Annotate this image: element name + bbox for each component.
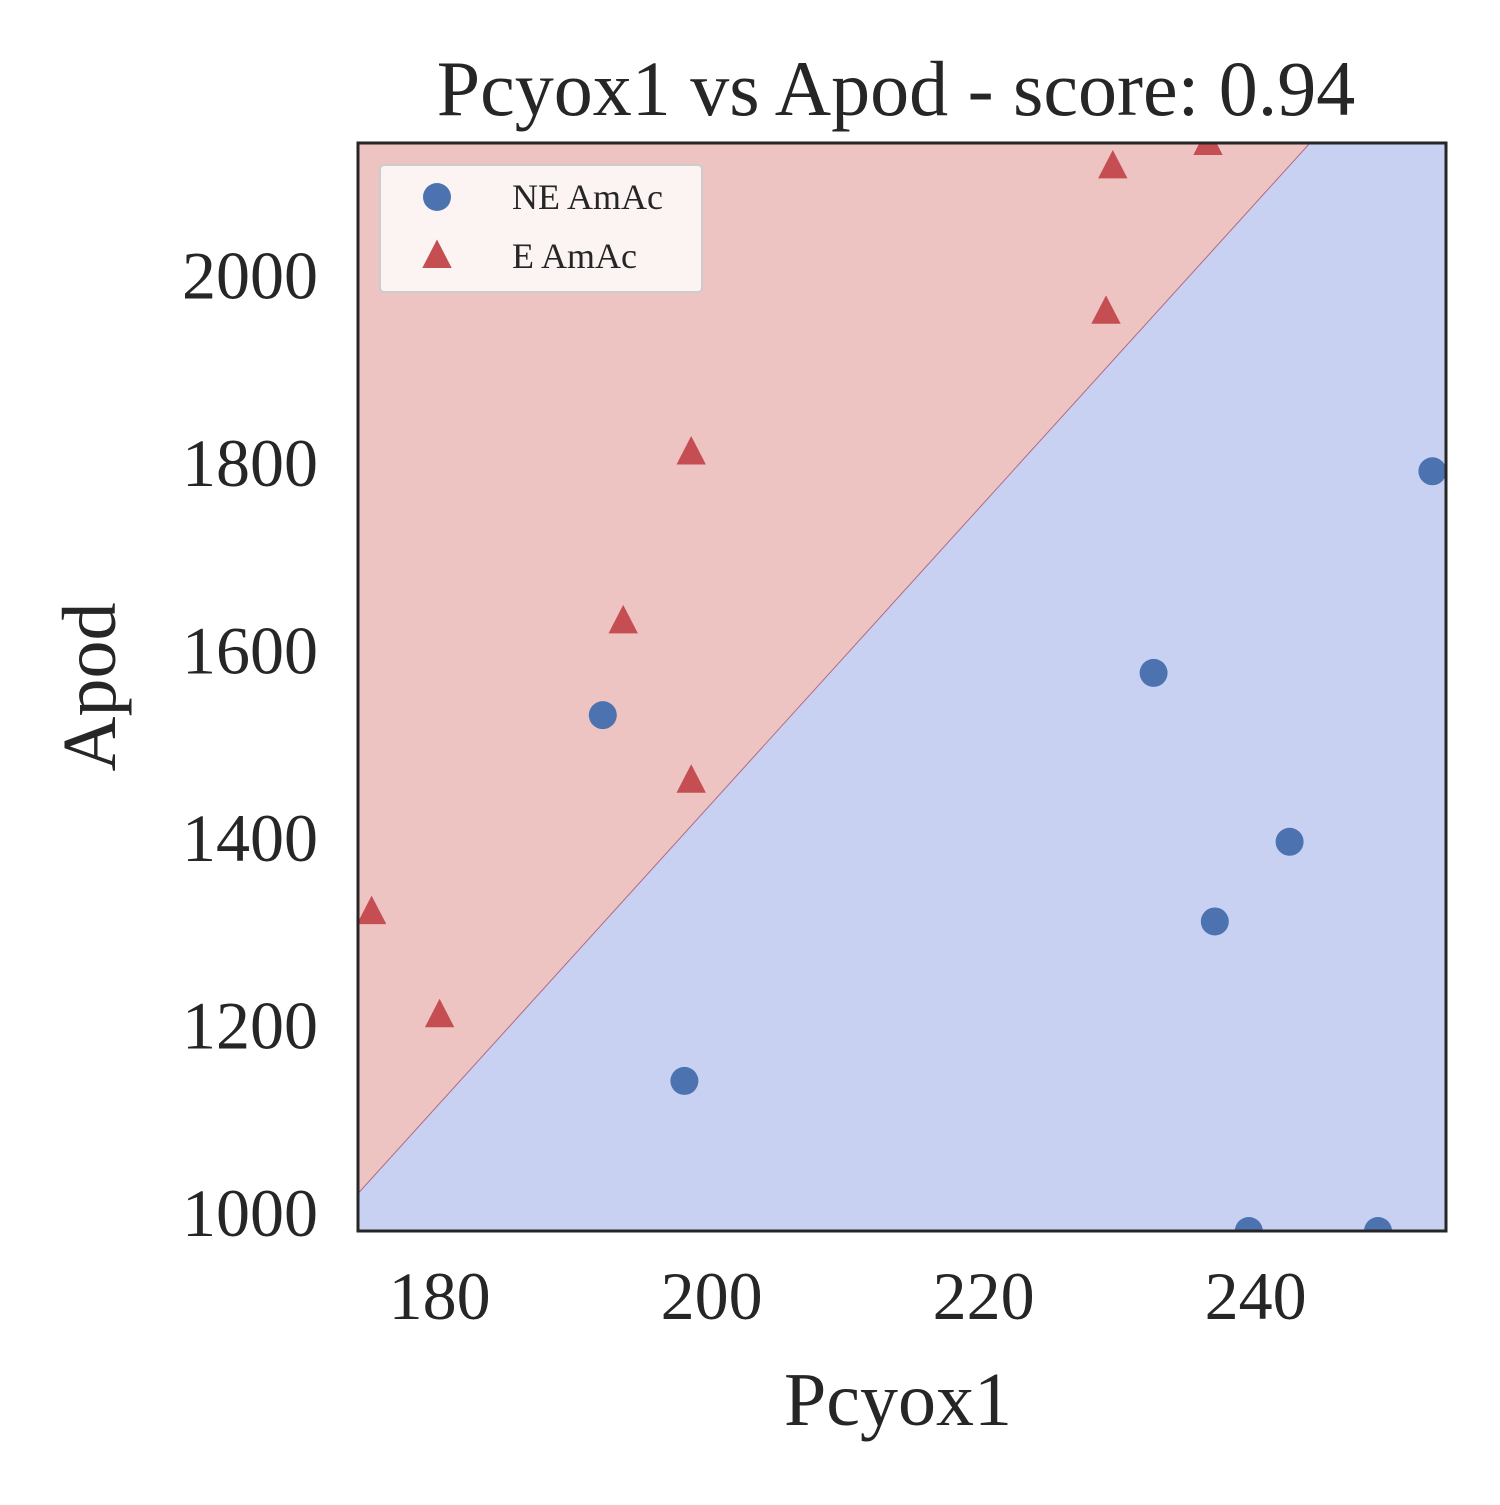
e-amac-point-5 <box>1091 295 1121 324</box>
region-ne-amac <box>358 143 1446 1231</box>
y-tick-label: 1400 <box>182 800 318 876</box>
legend-entry-label: NE AmAc <box>512 177 663 217</box>
y-tick-label: 1000 <box>182 1175 318 1251</box>
legend-marker-e-amac <box>422 239 452 268</box>
x-tick-label: 220 <box>933 1258 1035 1334</box>
decision-boundary-line <box>358 143 1311 1194</box>
e-amac-point-3 <box>676 764 706 793</box>
decision-regions <box>358 143 1446 1231</box>
ne-amac-point-7 <box>1418 457 1446 486</box>
x-tick-label: 240 <box>1205 1258 1307 1334</box>
data-points <box>358 143 1446 1231</box>
e-amac-point-0 <box>358 895 387 925</box>
legend-marker-ne-amac <box>423 183 451 211</box>
y-tick-label: 1600 <box>182 612 318 688</box>
ne-amac-point-5 <box>1234 1217 1263 1231</box>
e-amac-point-7 <box>1193 143 1223 155</box>
e-amac-point-6 <box>1098 149 1128 179</box>
legend-entry-label: E AmAc <box>512 236 637 276</box>
ne-amac-point-0 <box>588 701 617 730</box>
ne-amac-point-6 <box>1364 1217 1392 1231</box>
legend-box <box>379 164 703 293</box>
y-tick-label: 1800 <box>182 425 318 501</box>
axis-ticks: 180 200 220 240 1000 1200 1400 1600 1800 2000 <box>182 237 1307 1334</box>
region-e-amac <box>358 143 1446 1194</box>
ne-amac-point-4 <box>1275 827 1304 856</box>
x-tick-label: 180 <box>389 1258 491 1334</box>
ne-amac-point-3 <box>1200 907 1229 936</box>
y-axis-label: Apod <box>48 603 132 772</box>
e-amac-point-1 <box>424 998 455 1028</box>
legend: NE AmAc E AmAc <box>379 164 703 293</box>
y-tick-label: 1200 <box>182 988 318 1064</box>
x-tick-label: 200 <box>661 1258 763 1334</box>
chart-title: Pcyox1 vs Apod - score: 0.94 <box>437 45 1356 132</box>
x-axis-label: Pcyox1 <box>784 1358 1012 1442</box>
ne-amac-point-1 <box>670 1066 699 1095</box>
e-amac-point-2 <box>608 604 638 634</box>
ne-amac-point-2 <box>1139 658 1168 687</box>
y-tick-label: 2000 <box>182 237 318 313</box>
plot-frame <box>356 141 1448 1233</box>
e-amac-point-4 <box>676 436 706 465</box>
